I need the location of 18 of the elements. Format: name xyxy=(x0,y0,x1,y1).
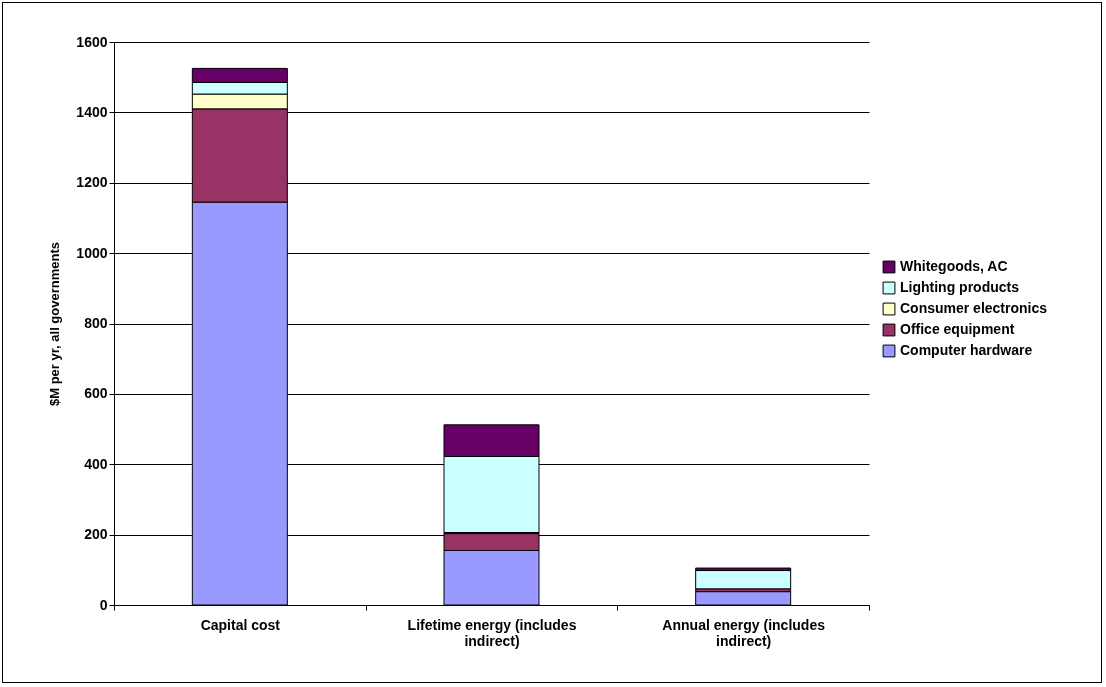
x-tick-label: Annual energy (includes indirect) xyxy=(662,616,826,649)
legend-label: Computer hardware xyxy=(900,342,1033,358)
y-tick-label: 200 xyxy=(84,526,108,543)
y-tick-label: 1400 xyxy=(76,103,108,120)
y-tick-label: 800 xyxy=(84,315,108,331)
legend-label: Consumer electronics xyxy=(900,300,1048,316)
legend-label: Whitegoods, AC xyxy=(900,258,1008,274)
y-axis-title: $M per yr, all governments xyxy=(47,241,63,407)
y-tick-label: 600 xyxy=(84,385,108,402)
legend-label: Lighting products xyxy=(900,279,1020,295)
x-tick-label: Capital cost xyxy=(200,616,281,633)
y-tick-label: 0 xyxy=(99,596,108,613)
x-tick-label: Lifetime energy (includes indirect) xyxy=(407,616,577,649)
y-tick-label: 1600 xyxy=(76,33,108,50)
y-tick-label: 400 xyxy=(84,455,108,472)
legend-label: Office equipment xyxy=(900,321,1015,337)
y-tick-label: 1000 xyxy=(76,244,108,261)
y-tick-label: 1200 xyxy=(76,174,108,191)
